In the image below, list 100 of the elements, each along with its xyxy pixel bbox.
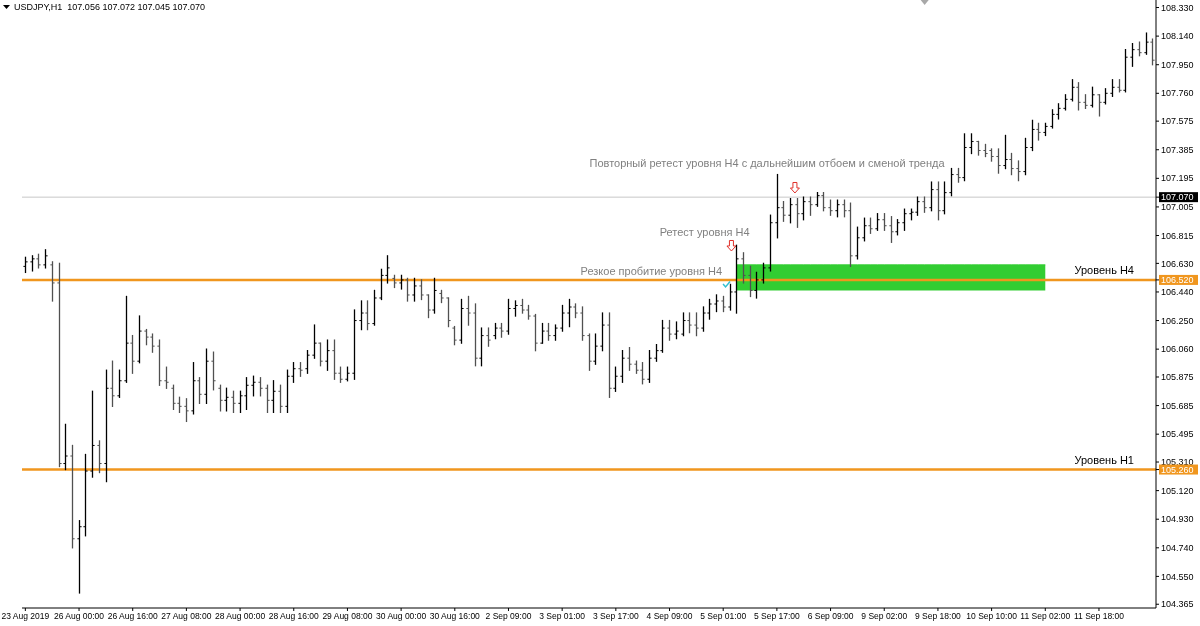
candlestick [606,312,613,398]
x-tick-label: 10 Sep 10:00 [966,611,1018,622]
candlestick [304,350,311,374]
candlestick [42,249,49,269]
candlestick [854,226,861,260]
x-tick-label: 29 Aug 08:00 [322,611,373,622]
candlestick [485,327,492,347]
y-tick-label: 104.930 [1161,514,1194,525]
candlestick [196,377,203,404]
candlestick [324,339,331,371]
candlestick [96,440,103,474]
candlestick [619,350,626,383]
candlestick [1122,49,1129,93]
candlestick [371,289,378,326]
y-tick-label: 105.685 [1161,400,1194,411]
candlestick [794,198,801,228]
candlestick [129,334,136,374]
candlestick [458,298,465,344]
x-tick-label: 30 Aug 16:00 [429,611,481,622]
candlestick [123,295,130,383]
candlestick [116,369,123,398]
annotation: Резкое пробитие уровня H4 [580,265,723,278]
candlestick [747,265,754,298]
x-tick-label: 26 Aug 16:00 [107,611,159,622]
candlestick [800,196,807,221]
candlestick [445,297,452,328]
candlestick [774,173,781,239]
candlestick [592,333,599,365]
candlestick [928,181,935,212]
candlestick [626,346,633,371]
candlestick [968,133,975,155]
candlestick [740,252,747,284]
candlestick [223,387,230,412]
x-tick-label: 30 Aug 00:00 [376,611,427,622]
candlestick [451,325,458,346]
candlestick [431,277,438,314]
candlestick [89,390,96,478]
candlestick [49,261,56,302]
candlestick [861,217,868,242]
candlestick [136,315,143,364]
y-tick-label: 105.120 [1161,485,1194,496]
x-tick-label: 3 Sep 17:00 [592,611,640,622]
y-tick-label: 106.630 [1161,258,1194,269]
candlestick [56,262,63,468]
candlestick [807,196,814,216]
candlestick [612,366,619,392]
candlestick [1008,152,1015,176]
candlestick [270,380,277,414]
candlestick [586,333,593,371]
candlestick [418,279,425,301]
chart-title: USDJPY,H1 107.056 107.072 107.045 107.070 [14,2,205,12]
candlestick [257,377,264,397]
candlestick [505,298,512,335]
x-tick-label: 28 Aug 16:00 [268,611,320,622]
candlestick [203,348,210,404]
candlestick [666,319,673,341]
candlestick [753,271,760,299]
candlestick [961,133,968,182]
y-tick-label: 107.005 [1161,202,1194,213]
candlestick [693,312,700,337]
y-tick-label: 104.550 [1161,571,1194,582]
y-tick-label: 107.070 [1161,192,1194,203]
candlestick [579,306,586,341]
x-tick-label: 11 Sep 18:00 [1073,611,1125,622]
candlestick [163,366,170,389]
x-tick-label: 23 Aug 2019 [1,611,50,622]
candlestick [317,342,324,367]
y-tick-label: 105.875 [1161,372,1194,383]
candlestick [478,327,485,367]
y-tick-label: 106.060 [1161,344,1194,355]
x-tick-label: 3 Sep 01:00 [539,611,586,622]
candlestick [1089,86,1096,108]
candlestick [465,295,472,326]
x-tick-label: 6 Sep 09:00 [807,611,854,622]
x-tick-label: 4 Sep 09:00 [646,611,693,622]
y-tick-label: 106.815 [1161,230,1194,241]
annotation: Ретест уровня H4 [659,226,750,239]
candlestick [62,423,69,471]
candlestick [901,208,908,231]
candlestick [539,322,546,344]
candlestick [780,201,787,222]
candlestick [948,167,955,197]
candlestick [351,309,358,380]
candlestick [935,181,942,221]
x-tick-label: 9 Sep 18:00 [914,611,962,622]
candlestick [156,339,163,386]
candlestick [760,262,767,284]
candlestick [250,375,257,397]
candlestick [358,300,365,331]
y-tick-label: 108.140 [1161,31,1194,42]
candlestick [566,298,573,328]
x-tick-label: 5 Sep 01:00 [700,611,747,622]
candlestick [472,303,479,367]
candlestick [995,148,1002,174]
candlestick [888,216,895,243]
x-tick-label: 27 Aug 08:00 [161,611,212,622]
candlestick [277,384,284,414]
candlestick [109,360,116,407]
y-tick-label: 107.385 [1161,144,1194,155]
x-tick-label: 9 Sep 02:00 [861,611,908,622]
